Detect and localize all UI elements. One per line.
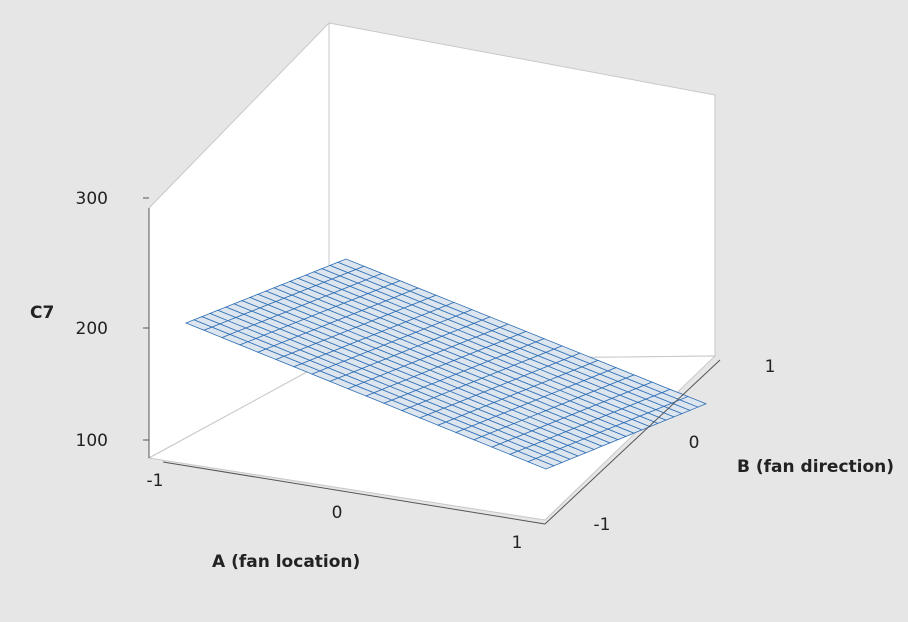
surface-cell — [678, 396, 708, 408]
y-tick-label: 0 — [689, 433, 700, 453]
x-axis-title: A (fan location) — [212, 552, 360, 572]
y-axis-title: B (fan direction) — [737, 457, 894, 477]
x-tick-label: -1 — [147, 471, 164, 491]
z-axis-title: C7 — [30, 303, 54, 323]
z-tick-label: 200 — [76, 319, 108, 339]
y-axis-line — [544, 359, 721, 525]
plot-axes: -1 0 1 -1 0 1 100 200 300 — [76, 189, 776, 553]
x-tick-label: 1 — [512, 533, 523, 553]
x-axis-line — [162, 461, 546, 525]
z-tick-label: 100 — [76, 431, 108, 451]
response-surface — [184, 258, 708, 470]
x-tick-label: 0 — [332, 503, 343, 523]
y-tick-label: 1 — [765, 357, 776, 377]
y-tick-label: -1 — [594, 515, 611, 535]
z-tick-label: 300 — [76, 189, 108, 209]
